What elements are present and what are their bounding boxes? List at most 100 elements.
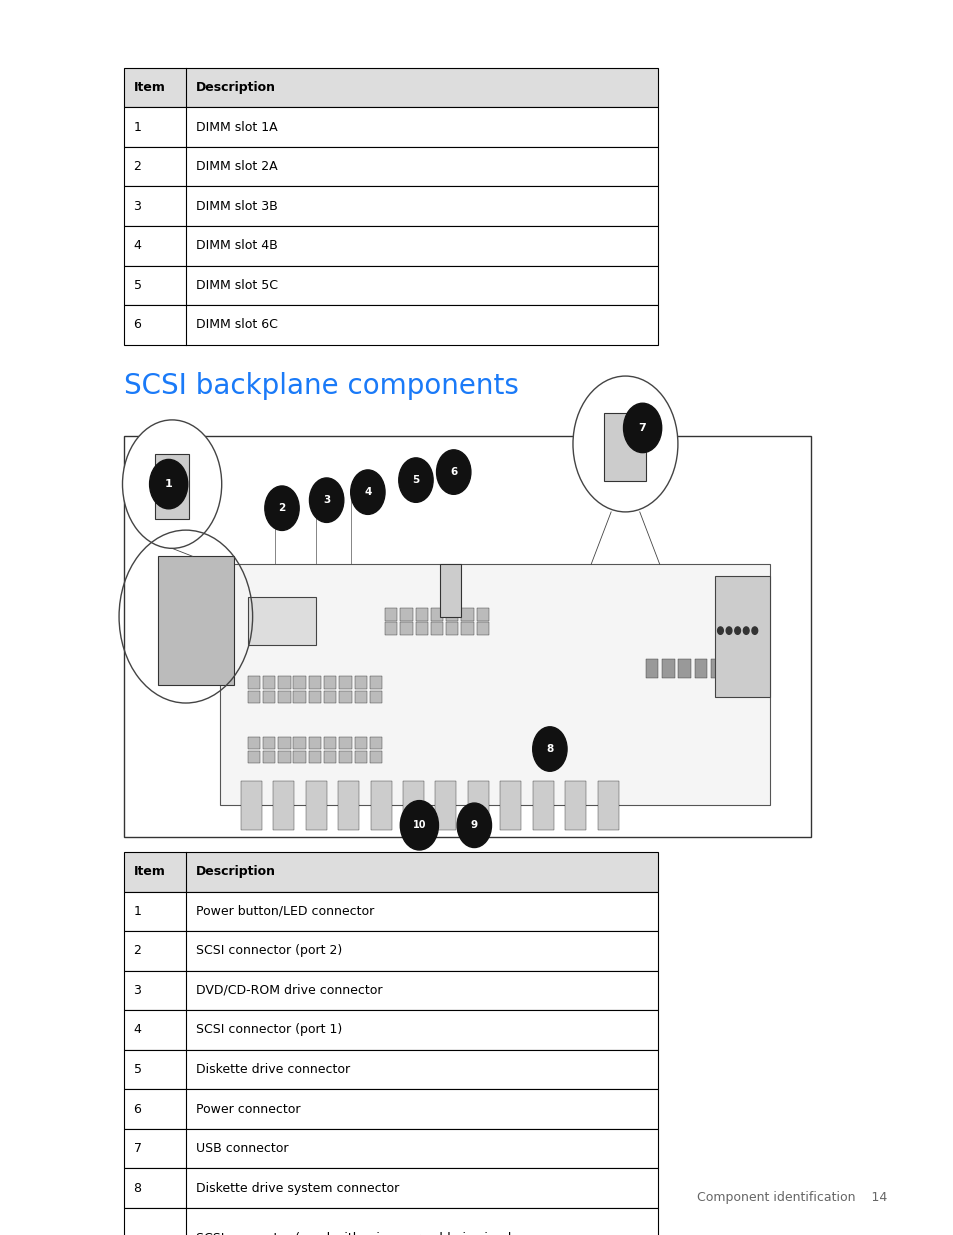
Circle shape xyxy=(717,627,722,635)
Text: 7: 7 xyxy=(133,1142,141,1155)
Bar xyxy=(431,622,443,635)
Bar xyxy=(124,436,810,837)
Bar xyxy=(416,609,428,621)
Bar xyxy=(263,677,275,689)
Bar xyxy=(124,266,658,305)
Bar xyxy=(124,186,658,226)
Bar xyxy=(124,1168,658,1208)
Text: 6: 6 xyxy=(133,1103,141,1115)
Circle shape xyxy=(742,627,748,635)
Text: 7: 7 xyxy=(639,422,646,433)
Text: DIMM slot 3B: DIMM slot 3B xyxy=(195,200,277,212)
Bar xyxy=(248,677,260,689)
Circle shape xyxy=(532,727,566,772)
Bar xyxy=(370,690,382,703)
Bar xyxy=(294,737,306,750)
Circle shape xyxy=(751,627,757,635)
Bar xyxy=(499,781,520,830)
Bar xyxy=(694,659,706,678)
Bar xyxy=(355,737,367,750)
Text: Item: Item xyxy=(133,82,165,94)
Bar xyxy=(339,737,352,750)
Bar xyxy=(324,690,336,703)
Text: 3: 3 xyxy=(133,200,141,212)
Bar xyxy=(446,609,458,621)
Text: 4: 4 xyxy=(133,240,141,252)
Bar xyxy=(248,737,260,750)
Bar xyxy=(248,690,260,703)
Bar xyxy=(370,677,382,689)
Bar xyxy=(124,1208,658,1235)
Bar xyxy=(158,557,233,685)
Bar xyxy=(263,737,275,750)
Bar xyxy=(278,677,291,689)
Circle shape xyxy=(734,627,740,635)
Circle shape xyxy=(398,458,433,503)
Text: 1: 1 xyxy=(133,905,141,918)
Circle shape xyxy=(122,420,221,548)
Text: DIMM slot 1A: DIMM slot 1A xyxy=(195,121,277,133)
Bar xyxy=(154,454,189,519)
Text: 5: 5 xyxy=(412,475,419,485)
Bar xyxy=(355,751,367,763)
Bar xyxy=(248,751,260,763)
Bar xyxy=(124,68,658,107)
Bar xyxy=(337,781,358,830)
Bar xyxy=(240,781,261,830)
Bar xyxy=(309,737,321,750)
Bar xyxy=(339,751,352,763)
Bar xyxy=(645,659,658,678)
Bar xyxy=(370,781,391,830)
Text: 9: 9 xyxy=(470,820,477,830)
Text: 4: 4 xyxy=(364,487,371,498)
Text: SCSI connector (used with a jumper cable in simplex
mode or terminator board in : SCSI connector (used with a jumper cable… xyxy=(195,1231,525,1235)
Circle shape xyxy=(309,478,343,522)
Text: 2: 2 xyxy=(133,161,141,173)
Bar xyxy=(124,226,658,266)
Text: 8: 8 xyxy=(546,743,553,755)
Text: Diskette drive connector: Diskette drive connector xyxy=(195,1063,350,1076)
Bar xyxy=(604,414,646,482)
Text: USB connector: USB connector xyxy=(195,1142,288,1155)
Bar xyxy=(385,622,397,635)
Text: 8: 8 xyxy=(133,1182,141,1194)
Circle shape xyxy=(265,487,299,531)
Text: SCSI connector (port 2): SCSI connector (port 2) xyxy=(195,945,341,957)
Bar xyxy=(305,781,326,830)
Bar xyxy=(446,622,458,635)
Circle shape xyxy=(725,627,731,635)
Bar xyxy=(263,751,275,763)
Bar xyxy=(385,609,397,621)
Bar xyxy=(661,659,674,678)
Text: Description: Description xyxy=(195,82,275,94)
Bar xyxy=(476,622,489,635)
Bar xyxy=(220,564,769,805)
Text: 3: 3 xyxy=(133,984,141,997)
Text: 1: 1 xyxy=(133,121,141,133)
Bar xyxy=(431,609,443,621)
Bar xyxy=(309,690,321,703)
Bar xyxy=(294,677,306,689)
Circle shape xyxy=(436,450,471,494)
Text: 10: 10 xyxy=(413,820,426,830)
Text: Description: Description xyxy=(195,866,275,878)
Bar xyxy=(124,1129,658,1168)
Text: 5: 5 xyxy=(133,279,141,291)
Bar xyxy=(355,677,367,689)
Bar xyxy=(248,597,316,645)
Bar xyxy=(461,622,474,635)
Bar xyxy=(309,751,321,763)
Text: SCSI connector (port 1): SCSI connector (port 1) xyxy=(195,1024,341,1036)
Circle shape xyxy=(400,800,438,850)
Circle shape xyxy=(456,803,491,847)
Bar xyxy=(532,781,553,830)
Text: DVD/CD-ROM drive connector: DVD/CD-ROM drive connector xyxy=(195,984,381,997)
Text: 4: 4 xyxy=(133,1024,141,1036)
Text: Power button/LED connector: Power button/LED connector xyxy=(195,905,374,918)
Bar xyxy=(273,781,294,830)
Bar xyxy=(400,609,413,621)
Bar xyxy=(124,107,658,147)
Circle shape xyxy=(351,471,385,515)
Bar xyxy=(294,690,306,703)
Bar xyxy=(678,659,690,678)
